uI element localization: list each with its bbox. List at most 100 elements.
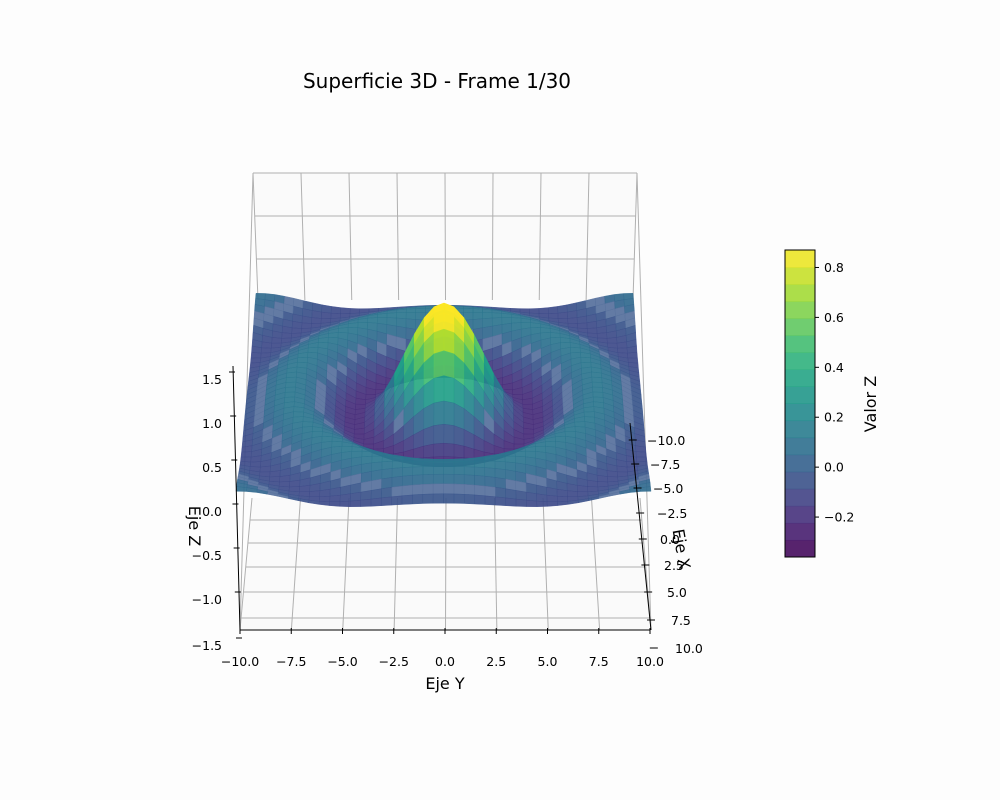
surface-facet [576,485,589,493]
surface-facet [474,460,485,468]
surface-facet [529,308,540,314]
surface-facet [396,312,407,319]
surface-facet [639,486,652,492]
surface-facet [484,485,496,498]
surface-facet [269,476,281,483]
surface-facet [453,466,465,475]
surface-facet [583,411,595,418]
surface-facet [381,477,393,489]
surface-facet [607,476,619,483]
colorbar-bin [785,301,815,319]
surface-facet [548,312,559,319]
surface-facet [291,327,302,334]
surface-facet [360,490,372,501]
surface-facet [474,494,486,505]
x-tick-label: 10.0 [675,641,703,656]
grid-line [348,172,353,301]
y-tick-label: −7.5 [276,654,306,669]
x-tick-label: −5.0 [653,481,683,496]
surface-facet [412,460,424,468]
y-tick-label: 2.5 [486,654,506,669]
surface-facet [463,460,475,468]
surface-facet [401,484,413,497]
surface-facet [453,474,465,485]
surface-facet [391,485,403,498]
colorbar-tick-label: 0.0 [824,460,844,475]
surface-facet [538,307,549,314]
surface-facet [550,332,561,339]
surface-facet [285,381,297,388]
surface-facet [361,450,373,458]
surface-facet [574,421,586,428]
surface-facet [606,470,618,478]
surface-facet [422,458,434,462]
surface-facet [269,470,281,478]
surface-facet [349,499,361,507]
surface-facet [381,486,393,499]
surface-facet [443,473,455,485]
surface-facet [484,460,496,469]
grid-line [538,172,542,301]
z-tick-label: −0.5 [192,548,222,563]
axes-grid [239,172,652,631]
chart-title: Superficie 3D - Frame 1/30 [303,69,571,93]
colorbar-bin [785,539,815,558]
grid-line [300,172,306,301]
surface-facet [443,483,455,495]
surface-facet [546,494,558,502]
surface-facet [495,496,507,506]
surface-facet [405,308,417,313]
z-tick-label: 1.0 [202,416,222,431]
x-axis-line [629,422,652,631]
grid-line [445,497,447,631]
surface-facet [587,486,599,493]
surface-facet [381,455,393,463]
surface-facet [453,458,465,462]
surface-facet [443,350,455,379]
surface-facet [422,483,434,495]
surface-facet [402,466,414,477]
colorbar-bin [785,335,815,353]
surface-facet [635,451,647,458]
surface-facet [463,494,475,505]
y-axis-label: Eje Y [425,674,464,693]
surface-facet [570,347,581,354]
surface-facet [302,421,314,428]
surface-facet [557,311,568,319]
colorbar-tick-label: 0.4 [824,360,844,375]
surface-facet [515,490,527,501]
surface-facet [580,356,592,363]
surface-facet [307,347,319,354]
surface-facet [401,494,413,505]
surface-facet [443,375,455,404]
surface-facet [443,466,455,475]
surface-facet [278,481,291,488]
colorbar-bin [785,471,815,490]
surface-facet [422,493,434,504]
surface-facet [405,312,416,320]
colorbar-bin [785,318,815,336]
surface-facet [627,357,639,364]
axes-ticks: −10.0 −7.5 −5.0 −2.5 0.0 2.5 5.0 7.5 10.0 −1.5 −1.… [192,365,703,669]
surface-facet [474,484,486,497]
surface-mesh [235,293,652,507]
surface-facet [328,332,339,339]
surface-facet [472,312,483,320]
colorbar-bin [785,352,815,370]
surface-facet [337,327,349,334]
y-tick-label: −10.0 [221,654,259,669]
surface-facet [443,458,455,462]
x-tick-label: −7.5 [650,457,680,472]
surface-facet [349,308,360,314]
surface-facet [453,460,465,467]
surface-facet [494,455,506,463]
x-tick-label: 0.0 [660,532,680,547]
surface-facet [491,312,503,319]
y-tick-label: 5.0 [538,654,558,669]
surface-facet [592,391,604,398]
surface-facet [453,493,465,504]
surface-facet [484,495,496,506]
surface-facet [412,494,423,505]
surface-facet [606,337,618,344]
